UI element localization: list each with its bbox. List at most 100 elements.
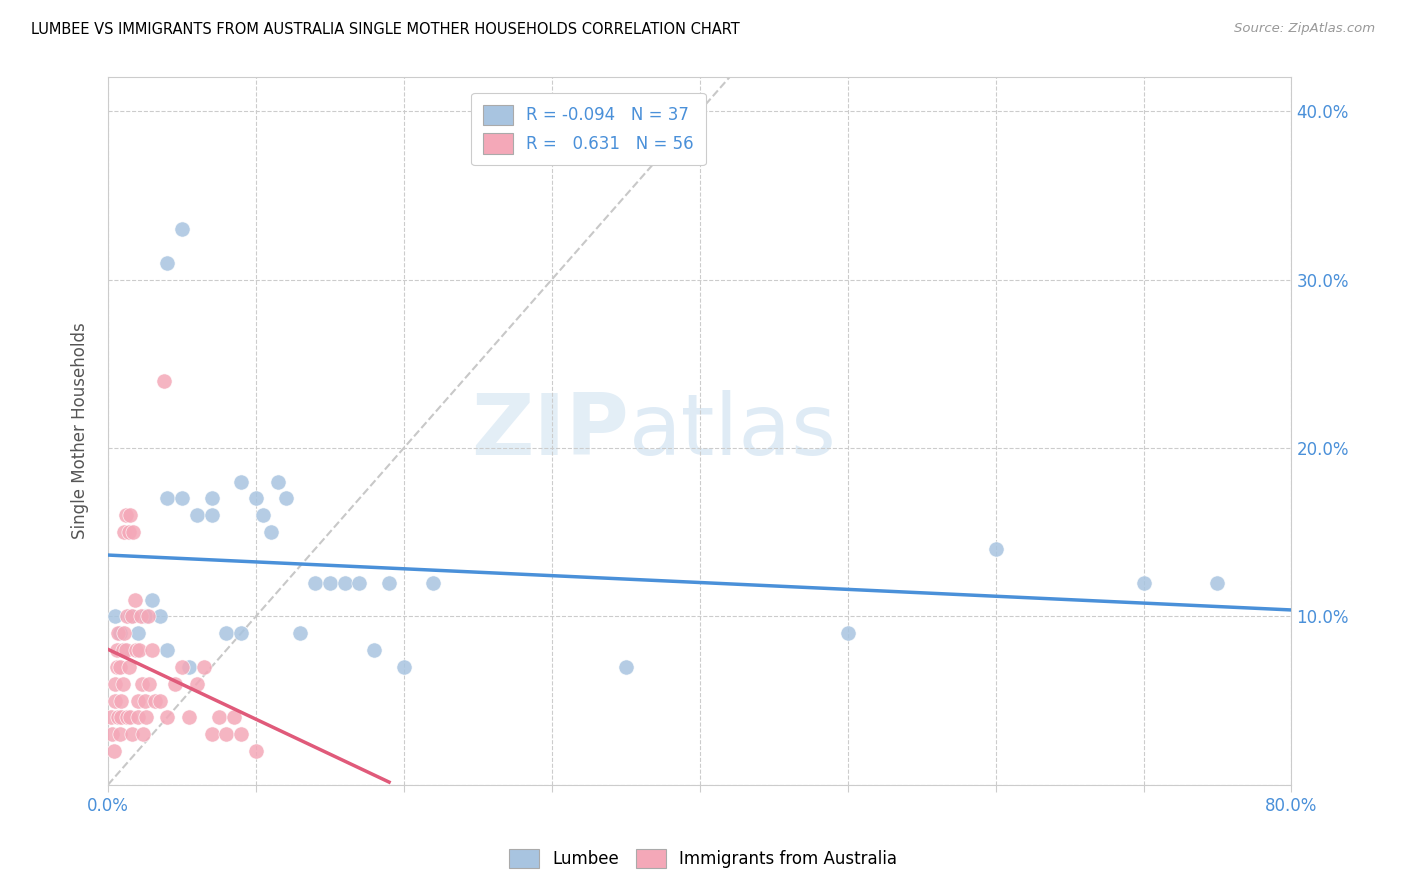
Point bbox=[153, 374, 176, 388]
Point bbox=[170, 660, 193, 674]
Text: Source: ZipAtlas.com: Source: ZipAtlas.com bbox=[1234, 22, 1375, 36]
Text: ZIP: ZIP bbox=[471, 390, 628, 473]
Point bbox=[107, 626, 129, 640]
Point bbox=[186, 508, 208, 523]
Point bbox=[104, 676, 127, 690]
Point bbox=[290, 626, 312, 640]
Point bbox=[103, 744, 125, 758]
Point bbox=[170, 222, 193, 236]
Point bbox=[215, 727, 238, 741]
Point bbox=[186, 676, 208, 690]
Point bbox=[124, 592, 146, 607]
Point bbox=[252, 508, 274, 523]
Point bbox=[231, 626, 253, 640]
Point bbox=[131, 676, 153, 690]
Point bbox=[105, 660, 128, 674]
Point bbox=[114, 643, 136, 657]
Point bbox=[1132, 575, 1154, 590]
Point bbox=[105, 643, 128, 657]
Point bbox=[112, 626, 135, 640]
Point bbox=[111, 643, 134, 657]
Point bbox=[100, 710, 122, 724]
Point bbox=[135, 710, 157, 724]
Point bbox=[118, 525, 141, 540]
Point bbox=[120, 508, 142, 523]
Legend: R = -0.094   N = 37, R =   0.631   N = 56: R = -0.094 N = 37, R = 0.631 N = 56 bbox=[471, 93, 706, 165]
Point bbox=[121, 727, 143, 741]
Text: LUMBEE VS IMMIGRANTS FROM AUSTRALIA SINGLE MOTHER HOUSEHOLDS CORRELATION CHART: LUMBEE VS IMMIGRANTS FROM AUSTRALIA SING… bbox=[31, 22, 740, 37]
Point bbox=[115, 710, 138, 724]
Point bbox=[231, 727, 253, 741]
Point bbox=[110, 693, 132, 707]
Point bbox=[120, 710, 142, 724]
Legend: Lumbee, Immigrants from Australia: Lumbee, Immigrants from Australia bbox=[502, 843, 904, 875]
Point bbox=[179, 710, 201, 724]
Point bbox=[134, 609, 156, 624]
Point bbox=[101, 727, 124, 741]
Point bbox=[111, 676, 134, 690]
Point bbox=[108, 626, 131, 640]
Point bbox=[127, 693, 149, 707]
Point bbox=[149, 609, 172, 624]
Point bbox=[118, 660, 141, 674]
Point bbox=[222, 710, 245, 724]
Point bbox=[200, 727, 222, 741]
Point bbox=[134, 693, 156, 707]
Point bbox=[179, 660, 201, 674]
Point bbox=[104, 609, 127, 624]
Point bbox=[110, 710, 132, 724]
Point bbox=[108, 660, 131, 674]
Point bbox=[104, 693, 127, 707]
Point bbox=[143, 693, 166, 707]
Point bbox=[1206, 575, 1229, 590]
Point bbox=[274, 491, 297, 506]
Point bbox=[363, 643, 385, 657]
Point bbox=[156, 255, 179, 269]
Point bbox=[984, 541, 1007, 556]
Point bbox=[149, 693, 172, 707]
Point bbox=[141, 643, 163, 657]
Point bbox=[108, 727, 131, 741]
Point bbox=[138, 676, 160, 690]
Point bbox=[349, 575, 371, 590]
Point bbox=[215, 626, 238, 640]
Point bbox=[127, 626, 149, 640]
Point bbox=[304, 575, 326, 590]
Point bbox=[422, 575, 444, 590]
Point bbox=[127, 710, 149, 724]
Point bbox=[267, 475, 290, 489]
Point bbox=[170, 491, 193, 506]
Point bbox=[378, 575, 401, 590]
Point bbox=[121, 609, 143, 624]
Point bbox=[156, 710, 179, 724]
Point bbox=[837, 626, 859, 640]
Point bbox=[132, 727, 155, 741]
Point bbox=[208, 710, 231, 724]
Point bbox=[114, 508, 136, 523]
Point bbox=[163, 676, 186, 690]
Point bbox=[120, 609, 142, 624]
Point bbox=[193, 660, 215, 674]
Point bbox=[392, 660, 415, 674]
Point bbox=[129, 609, 152, 624]
Text: atlas: atlas bbox=[628, 390, 837, 473]
Point bbox=[122, 525, 145, 540]
Point bbox=[231, 475, 253, 489]
Point bbox=[125, 643, 148, 657]
Point bbox=[156, 643, 179, 657]
Point bbox=[245, 491, 267, 506]
Point bbox=[136, 609, 159, 624]
Point bbox=[614, 660, 637, 674]
Point bbox=[111, 643, 134, 657]
Point bbox=[128, 643, 150, 657]
Point bbox=[260, 525, 283, 540]
Point bbox=[112, 525, 135, 540]
Y-axis label: Single Mother Households: Single Mother Households bbox=[72, 323, 89, 540]
Point bbox=[107, 710, 129, 724]
Point bbox=[200, 508, 222, 523]
Point bbox=[115, 609, 138, 624]
Point bbox=[319, 575, 342, 590]
Point bbox=[245, 744, 267, 758]
Point bbox=[333, 575, 356, 590]
Point bbox=[156, 491, 179, 506]
